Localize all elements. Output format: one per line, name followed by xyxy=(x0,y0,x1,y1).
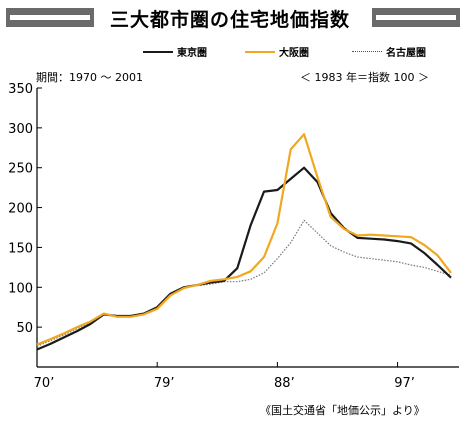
y-tick-label: 350 xyxy=(8,82,33,97)
legend-osaka: 大阪圏 xyxy=(245,44,309,60)
banner-left-bar xyxy=(6,8,94,27)
y-tick-label: 300 xyxy=(8,122,33,137)
period-note: 期間：1970 〜 2001 xyxy=(36,71,143,84)
legend-nagoya-label: 名古屋圏 xyxy=(386,48,426,59)
chart-axes: 50 100 150 200 250 300 350 70’ 79’ 88’ 97’ xyxy=(8,82,459,391)
banner-right-bar xyxy=(372,8,460,27)
legend-nagoya: 名古屋圏 xyxy=(352,44,426,60)
chart-title: 三大都市圏の住宅地価指数 xyxy=(110,9,351,31)
legend-tokyo: 東京圏 xyxy=(143,44,207,60)
title-banner: 三大都市圏の住宅地価指数 xyxy=(0,0,469,34)
y-tick-label: 50 xyxy=(16,321,33,336)
source-note: 《国土交通省「地価公示」より》 xyxy=(260,404,425,417)
x-tick-label: 70’ xyxy=(34,376,55,391)
series-osaka-line xyxy=(36,133,452,346)
legend-tokyo-swatch xyxy=(143,50,173,53)
legend-tokyo-label: 東京圏 xyxy=(177,48,207,59)
y-tick-label: 100 xyxy=(8,281,33,296)
y-tick-label: 250 xyxy=(8,162,33,177)
y-tick-label: 150 xyxy=(8,241,33,256)
series-tokyo-line xyxy=(36,166,452,351)
index-base-note: ＜ 1983 年＝指数 100 ＞ xyxy=(300,71,429,84)
x-tick-label: 88’ xyxy=(274,376,295,391)
x-tick-label: 97’ xyxy=(394,376,415,391)
y-tick-label: 200 xyxy=(8,202,33,217)
x-tick-label: 79’ xyxy=(154,376,175,391)
chart-series xyxy=(36,133,452,351)
legend-osaka-swatch xyxy=(245,50,275,53)
legend-osaka-label: 大阪圏 xyxy=(279,48,309,59)
legend-nagoya-swatch xyxy=(352,51,382,52)
